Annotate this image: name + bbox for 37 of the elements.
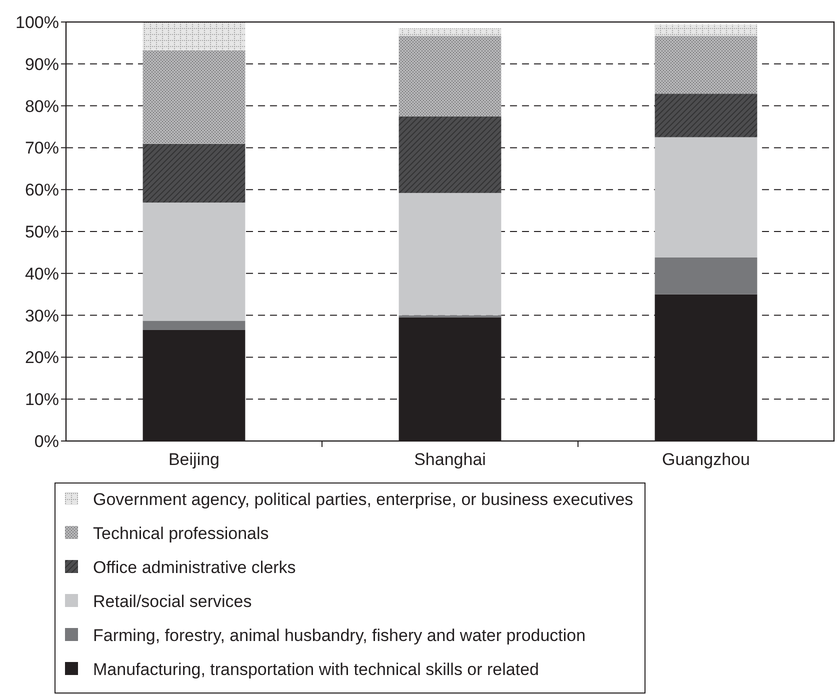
legend-label: Farming, forestry, animal husbandry, fishery and water production [93, 626, 586, 645]
bar [142, 202, 246, 321]
bar [654, 257, 758, 294]
y-tick-label: 10% [24, 390, 59, 410]
bar [398, 36, 502, 116]
bar [142, 320, 246, 330]
legend-label: Government agency, political parties, enterprise, or business executives [93, 490, 634, 509]
y-tick-label: 70% [24, 138, 59, 158]
bar [654, 24, 758, 36]
y-tick-label: 0% [34, 432, 59, 451]
legend-label: Retail/social services [93, 592, 252, 611]
bar [398, 28, 502, 36]
y-tick-label: 100% [16, 12, 59, 32]
legend-label: Manufacturing, transportation with technical skills or related [93, 660, 539, 679]
y-tick-label: 90% [24, 54, 59, 74]
bar [142, 144, 246, 203]
bar [398, 317, 502, 441]
y-tick-label: 40% [24, 264, 59, 284]
bar [654, 36, 758, 94]
y-tick-label: 60% [24, 180, 59, 200]
bar [398, 192, 502, 316]
bar [142, 22, 246, 50]
legend-label: Technical professionals [93, 524, 269, 543]
bar [142, 330, 246, 441]
bar [654, 94, 758, 138]
y-tick-label: 30% [24, 306, 59, 326]
y-tick-label: 20% [24, 348, 59, 368]
x-tick-label: Guangzhou [662, 450, 750, 469]
legend-label: Office administrative clerks [93, 558, 296, 577]
bar [654, 294, 758, 441]
bar [654, 137, 758, 258]
bar [398, 116, 502, 193]
bar [142, 50, 246, 144]
x-tick-label: Shanghai [414, 450, 486, 469]
y-tick-label: 50% [24, 222, 59, 242]
y-tick-label: 80% [24, 96, 59, 116]
x-tick-label: Beijing [168, 450, 220, 469]
